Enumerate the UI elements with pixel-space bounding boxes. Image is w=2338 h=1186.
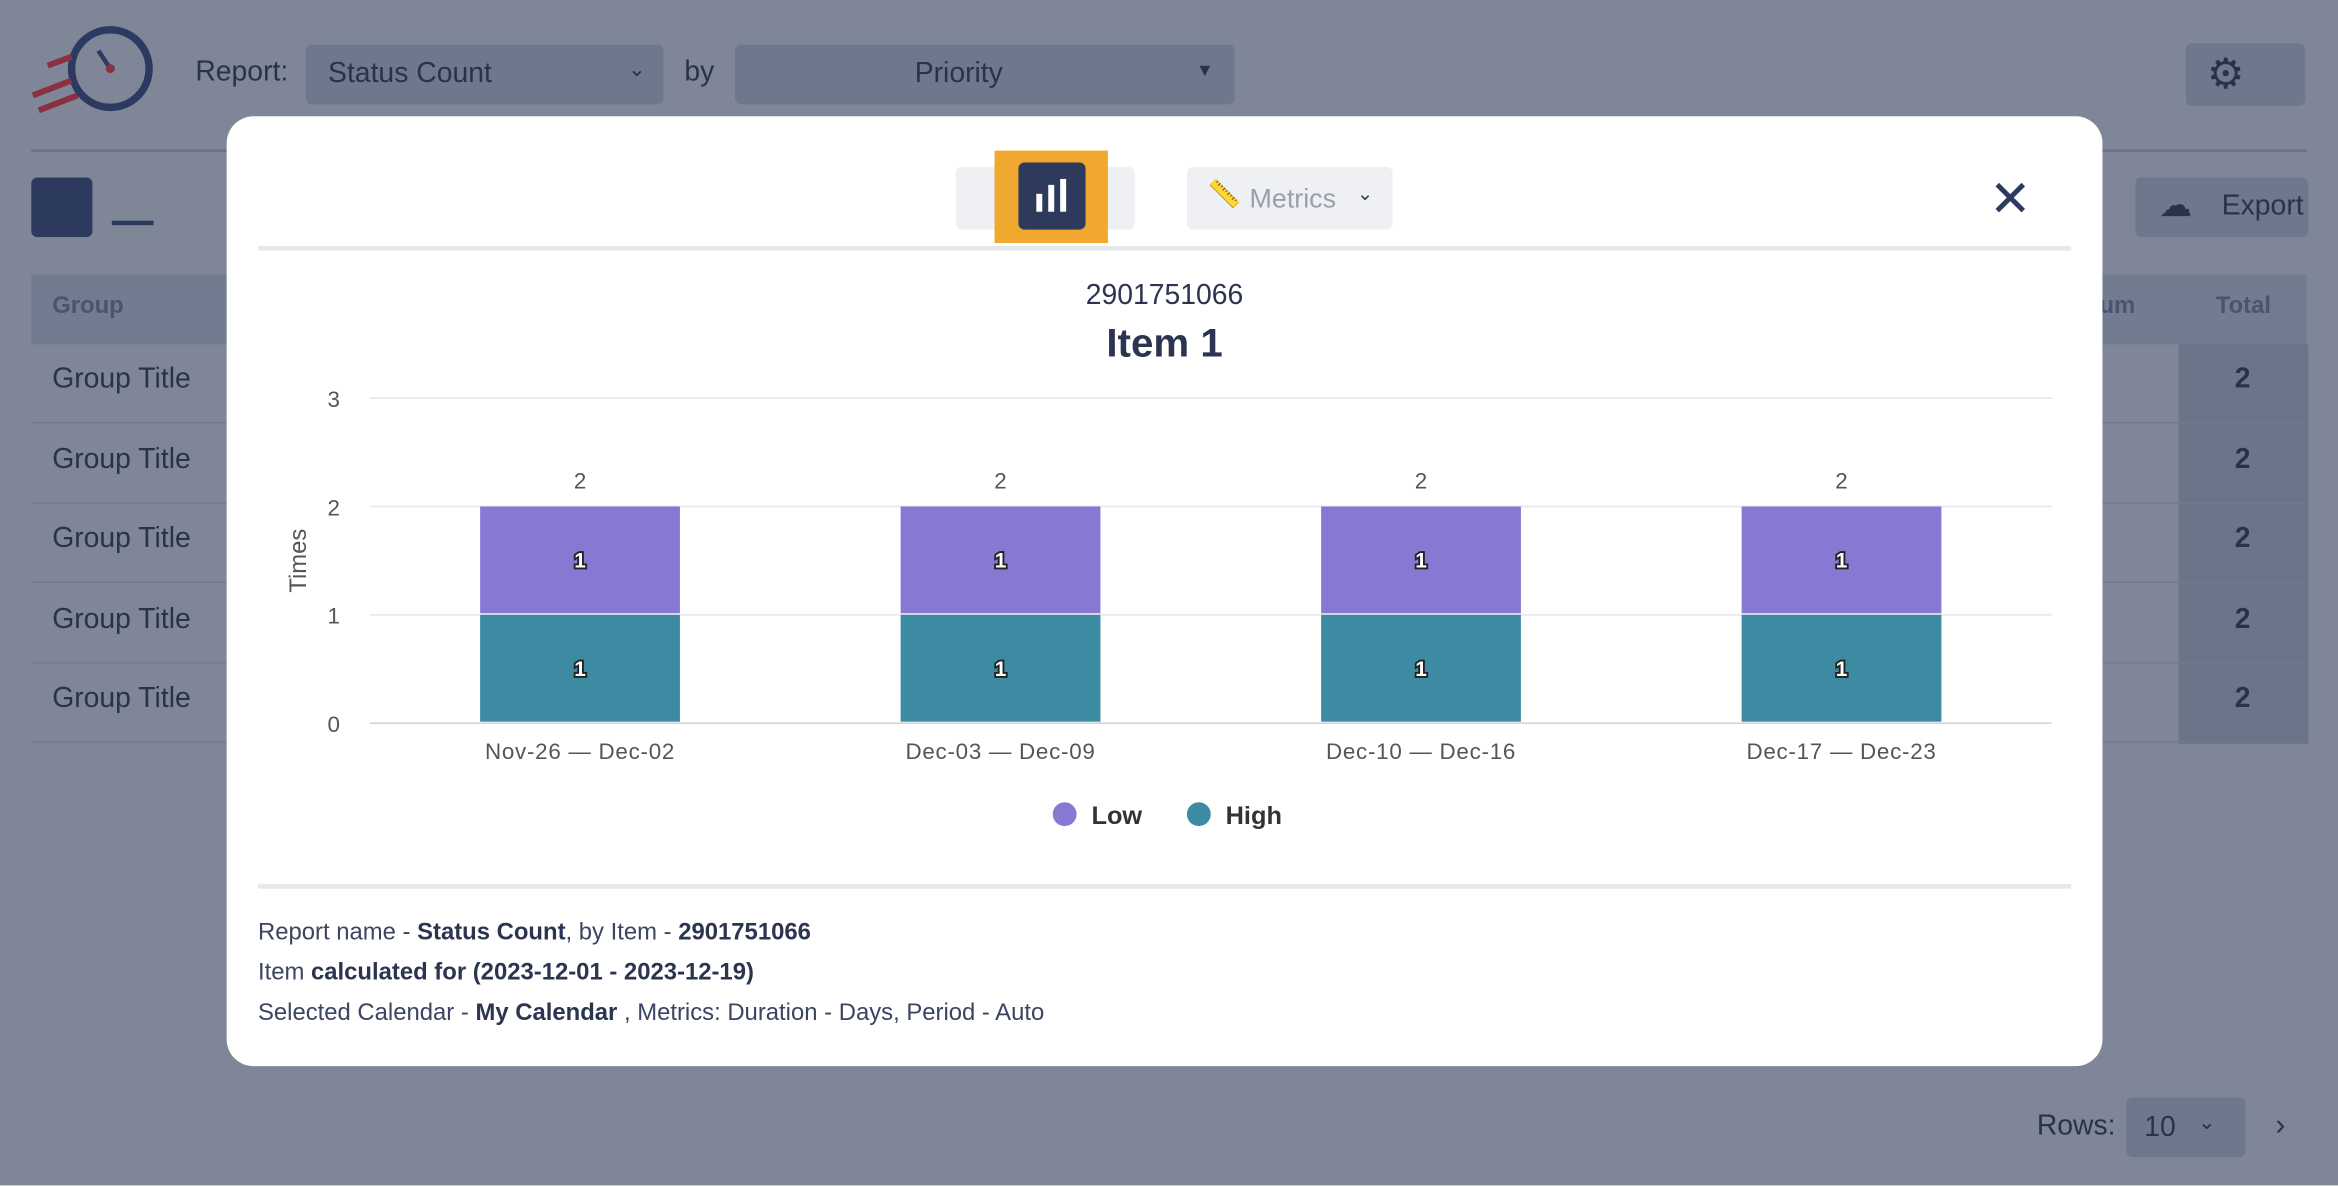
- bar-segment: [1741, 506, 1942, 614]
- bar-segment: [1741, 614, 1942, 722]
- rows-dropdown[interactable]: 10 ⌄: [2126, 1097, 2246, 1158]
- report-value: Status Count: [328, 58, 492, 90]
- x-tick-label: Dec-03 — Dec-09: [905, 739, 1095, 764]
- group-cell: Group Title: [52, 603, 191, 635]
- chart-title: Item 1: [1106, 321, 1222, 366]
- segment-label: 1: [995, 658, 1007, 681]
- x-tick-label: Nov-26 — Dec-02: [485, 739, 675, 764]
- by-label: by: [684, 56, 715, 88]
- export-label: Export: [2221, 190, 2304, 223]
- report-dropdown[interactable]: Status Count ⌄: [305, 44, 664, 105]
- segment-label: 1: [574, 658, 586, 681]
- total-cell: 2: [2234, 682, 2251, 715]
- segment-label: 1: [995, 550, 1007, 573]
- footer-bold: 2901751066: [678, 920, 811, 946]
- x-tick-label: Dec-17 — Dec-23: [1746, 739, 1936, 764]
- segment-label: 1: [574, 550, 586, 573]
- bar-segment: [900, 506, 1101, 614]
- chart-subtitle: 2901751066: [1086, 279, 1244, 311]
- segment-label: 1: [1836, 658, 1848, 681]
- caret: ⌄: [1356, 181, 1374, 205]
- legend-label: High: [1226, 802, 1282, 830]
- cloud-icon: ☁: [2159, 186, 2192, 224]
- group-dropdown[interactable]: Priority ▼: [735, 44, 1235, 105]
- footer-bold: calculated for (2023-12-01 - 2023-12-19): [310, 960, 754, 986]
- y-axis-label: Times: [285, 529, 312, 593]
- y-tick-label: 0: [328, 712, 340, 737]
- total-column: [2178, 344, 2309, 745]
- settings-button[interactable]: ⚙: [2185, 43, 2306, 106]
- footer-text: Selected Calendar -: [257, 1000, 476, 1026]
- total-label: 2: [1415, 469, 1427, 494]
- y-tick-label: 1: [328, 604, 340, 629]
- group-cell: Group Title: [52, 682, 191, 715]
- footer-line: Item calculated for (2023-12-01 - 2023-1…: [258, 960, 754, 987]
- y-tick-label: 3: [328, 387, 340, 412]
- bar-chart-button[interactable]: [1018, 162, 1086, 230]
- grid-view-button[interactable]: [31, 177, 93, 238]
- footer-line: Selected Calendar - My Calendar , Metric…: [258, 1001, 1044, 1028]
- y-tick-label: 2: [328, 495, 340, 520]
- gear-icon: ⚙: [2206, 50, 2245, 97]
- next-page[interactable]: ›: [2275, 1109, 2286, 1143]
- rows-value: 10: [2144, 1112, 2176, 1144]
- metrics-dropdown[interactable]: Metrics 📏 ⌄: [1186, 167, 1393, 230]
- group-cell: Group Title: [52, 443, 191, 475]
- rows-label: Rows:: [2036, 1110, 2116, 1143]
- total-cell: 2: [2234, 363, 2251, 396]
- segment-label: 1: [1415, 550, 1427, 573]
- bar-segment: [480, 614, 680, 722]
- legend-label: Low: [1091, 802, 1142, 830]
- caret: ⌄: [628, 56, 646, 81]
- total-cell: 2: [2234, 603, 2251, 635]
- x-tick-label: Dec-10 — Dec-16: [1326, 739, 1516, 764]
- total-label: 2: [1835, 469, 1847, 494]
- report-label: Report:: [195, 56, 289, 88]
- footer-text: , Metrics: Duration - Days, Period - Aut…: [617, 1000, 1045, 1026]
- total-cell: 2: [2234, 523, 2251, 555]
- footer-line: Report name - Status Count, by Item - 29…: [258, 920, 811, 947]
- footer-bold: Status Count: [417, 920, 566, 946]
- legend-marker: [1186, 802, 1211, 827]
- logo: [31, 26, 153, 114]
- legend-marker: [1052, 802, 1077, 827]
- metrics-label: Metrics: [1249, 183, 1337, 214]
- caret: ⌄: [2197, 1109, 2216, 1134]
- caret: ▼: [1196, 59, 1214, 81]
- footer-text: , by Item -: [565, 920, 679, 946]
- total-label: 2: [574, 469, 586, 494]
- footer-text: Item: [257, 960, 311, 986]
- segment-label: 1: [1415, 658, 1427, 681]
- group-cell: Group Title: [52, 523, 191, 555]
- ruler-icon: 📏: [1207, 178, 1242, 209]
- bar-segment: [900, 614, 1101, 722]
- bar-segment: [480, 506, 680, 614]
- total-label: 2: [994, 469, 1006, 494]
- segment-label: 1: [1836, 550, 1848, 573]
- group-value: Priority: [914, 58, 1003, 90]
- bar-segment: [1321, 506, 1521, 614]
- divider: [257, 246, 2072, 251]
- divider: [257, 884, 2072, 889]
- column-header: Total: [2215, 293, 2271, 320]
- close-button[interactable]: ✕: [1989, 171, 2032, 229]
- export-button[interactable]: Export ☁: [2135, 177, 2309, 238]
- footer-bold: My Calendar: [475, 1000, 618, 1026]
- column-header: Group: [52, 293, 124, 320]
- column-header: um: [2099, 293, 2136, 320]
- bar-icon: [1036, 178, 1067, 212]
- line-view-button[interactable]: [111, 188, 154, 226]
- footer-text: Report name -: [257, 920, 418, 946]
- group-cell: Group Title: [52, 363, 191, 396]
- total-cell: 2: [2234, 443, 2251, 475]
- bar-segment: [1321, 614, 1521, 722]
